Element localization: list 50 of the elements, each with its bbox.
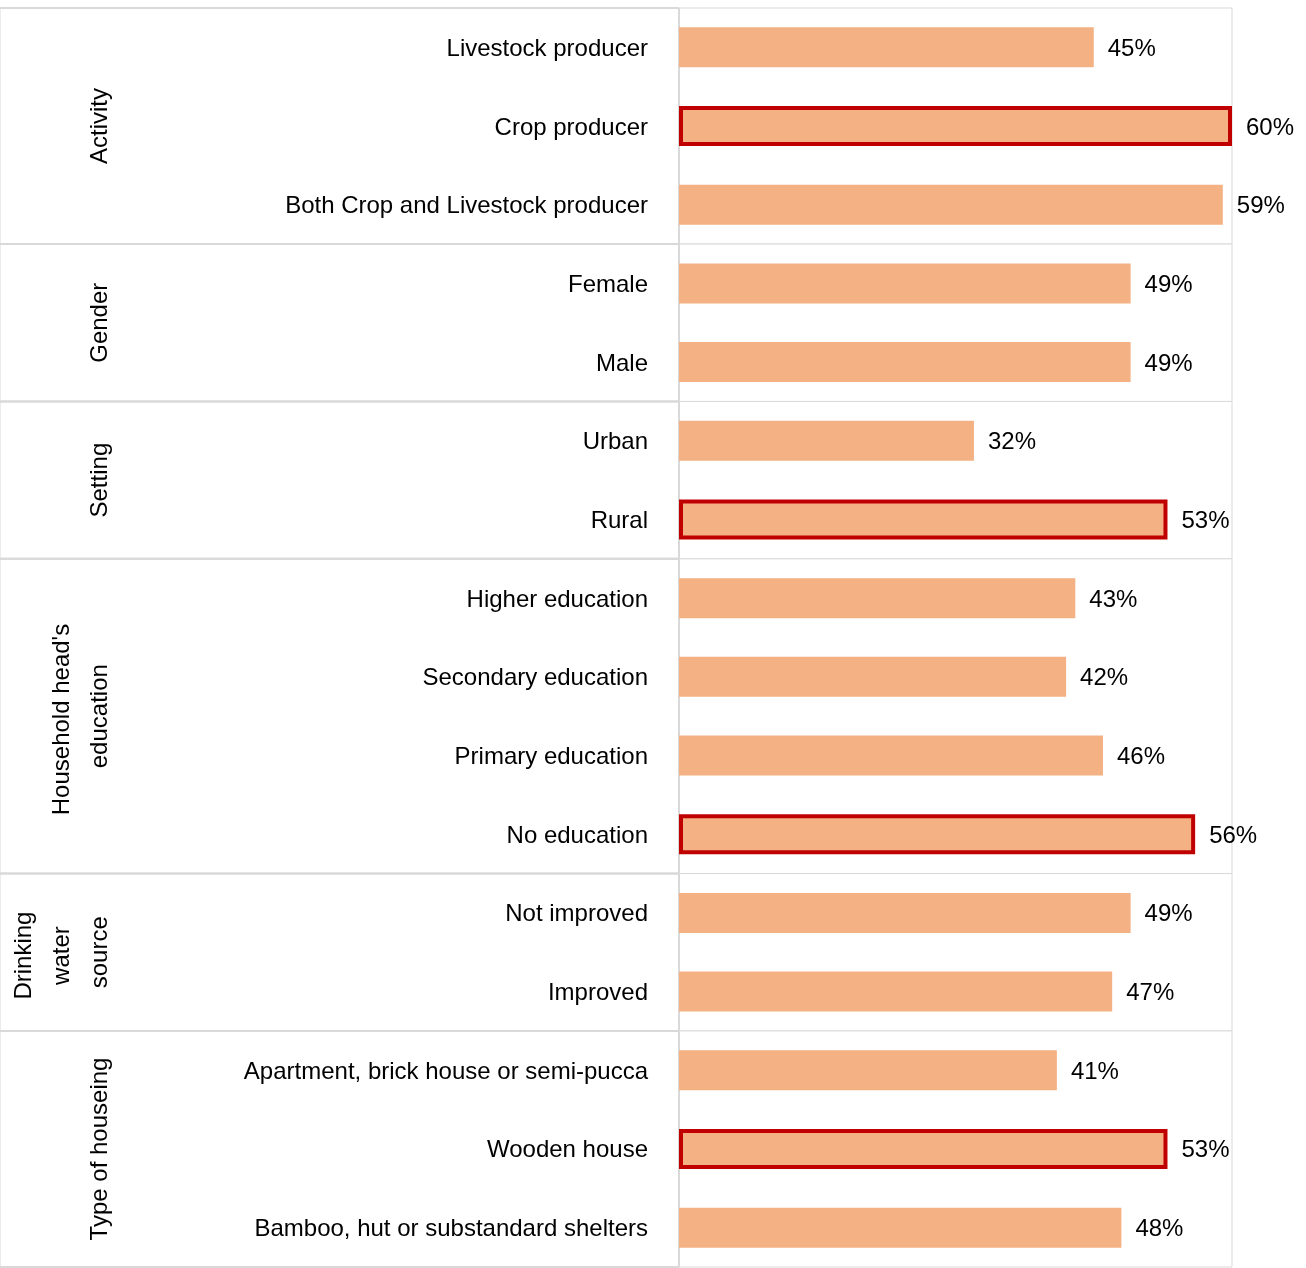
band-label: Activity	[85, 88, 112, 165]
y-tick-label: Crop producer	[494, 112, 648, 140]
y-tick-label: Improved	[547, 978, 648, 1006]
bar	[679, 971, 1113, 1012]
y-tick-label: Female	[567, 269, 648, 297]
y-tick-label: Primary education	[454, 742, 648, 770]
data-label: 43%	[1089, 584, 1138, 612]
bar	[679, 656, 1067, 697]
band-label: Gender	[85, 282, 112, 363]
y-tick-label: No education	[506, 820, 648, 848]
y-tick-label: Bamboo, hut or substandard shelters	[254, 1214, 648, 1242]
bar	[679, 420, 974, 461]
y-tick-label: Both Crop and Livestock producer	[285, 191, 648, 219]
bar	[679, 578, 1076, 619]
data-label: 47%	[1126, 978, 1175, 1006]
y-tick-label: Not improved	[505, 899, 648, 927]
data-label: 53%	[1181, 505, 1230, 533]
y-tick-label: Livestock producer	[446, 33, 648, 61]
data-label: 49%	[1144, 269, 1193, 297]
data-label: 46%	[1116, 742, 1166, 770]
bar	[679, 263, 1131, 304]
data-label: 42%	[1080, 663, 1129, 691]
bar	[679, 342, 1131, 383]
y-tick-label: Secondary education	[422, 663, 648, 691]
data-label: 60%	[1246, 112, 1295, 140]
band-label: Drinking water source	[9, 904, 112, 1000]
data-label: 56%	[1209, 820, 1258, 848]
bar	[679, 1050, 1057, 1091]
y-tick-label: Higher education	[466, 584, 648, 612]
bar	[679, 735, 1103, 776]
y-tick-label: Rural	[590, 505, 648, 533]
band-label: Household head's education	[47, 617, 112, 816]
data-label: 59%	[1236, 191, 1285, 219]
bar	[679, 184, 1223, 225]
band-label: Type of houseing	[85, 1057, 112, 1241]
data-label: 48%	[1135, 1214, 1184, 1242]
data-label: 49%	[1144, 899, 1193, 927]
data-label: 45%	[1107, 33, 1156, 61]
y-tick-label: Apartment, brick house or semi-pucca	[243, 1056, 649, 1084]
y-tick-label: Male	[595, 348, 648, 376]
y-tick-label: Urban	[582, 427, 648, 455]
y-tick-label: Wooden house	[486, 1135, 648, 1163]
band-label: Setting	[85, 442, 112, 518]
data-label: 49%	[1144, 348, 1193, 376]
data-label: 41%	[1070, 1056, 1119, 1084]
data-label: 53%	[1181, 1135, 1230, 1163]
bar	[679, 1207, 1122, 1248]
bar	[679, 27, 1094, 68]
bar	[679, 892, 1131, 933]
data-label: 32%	[987, 427, 1036, 455]
